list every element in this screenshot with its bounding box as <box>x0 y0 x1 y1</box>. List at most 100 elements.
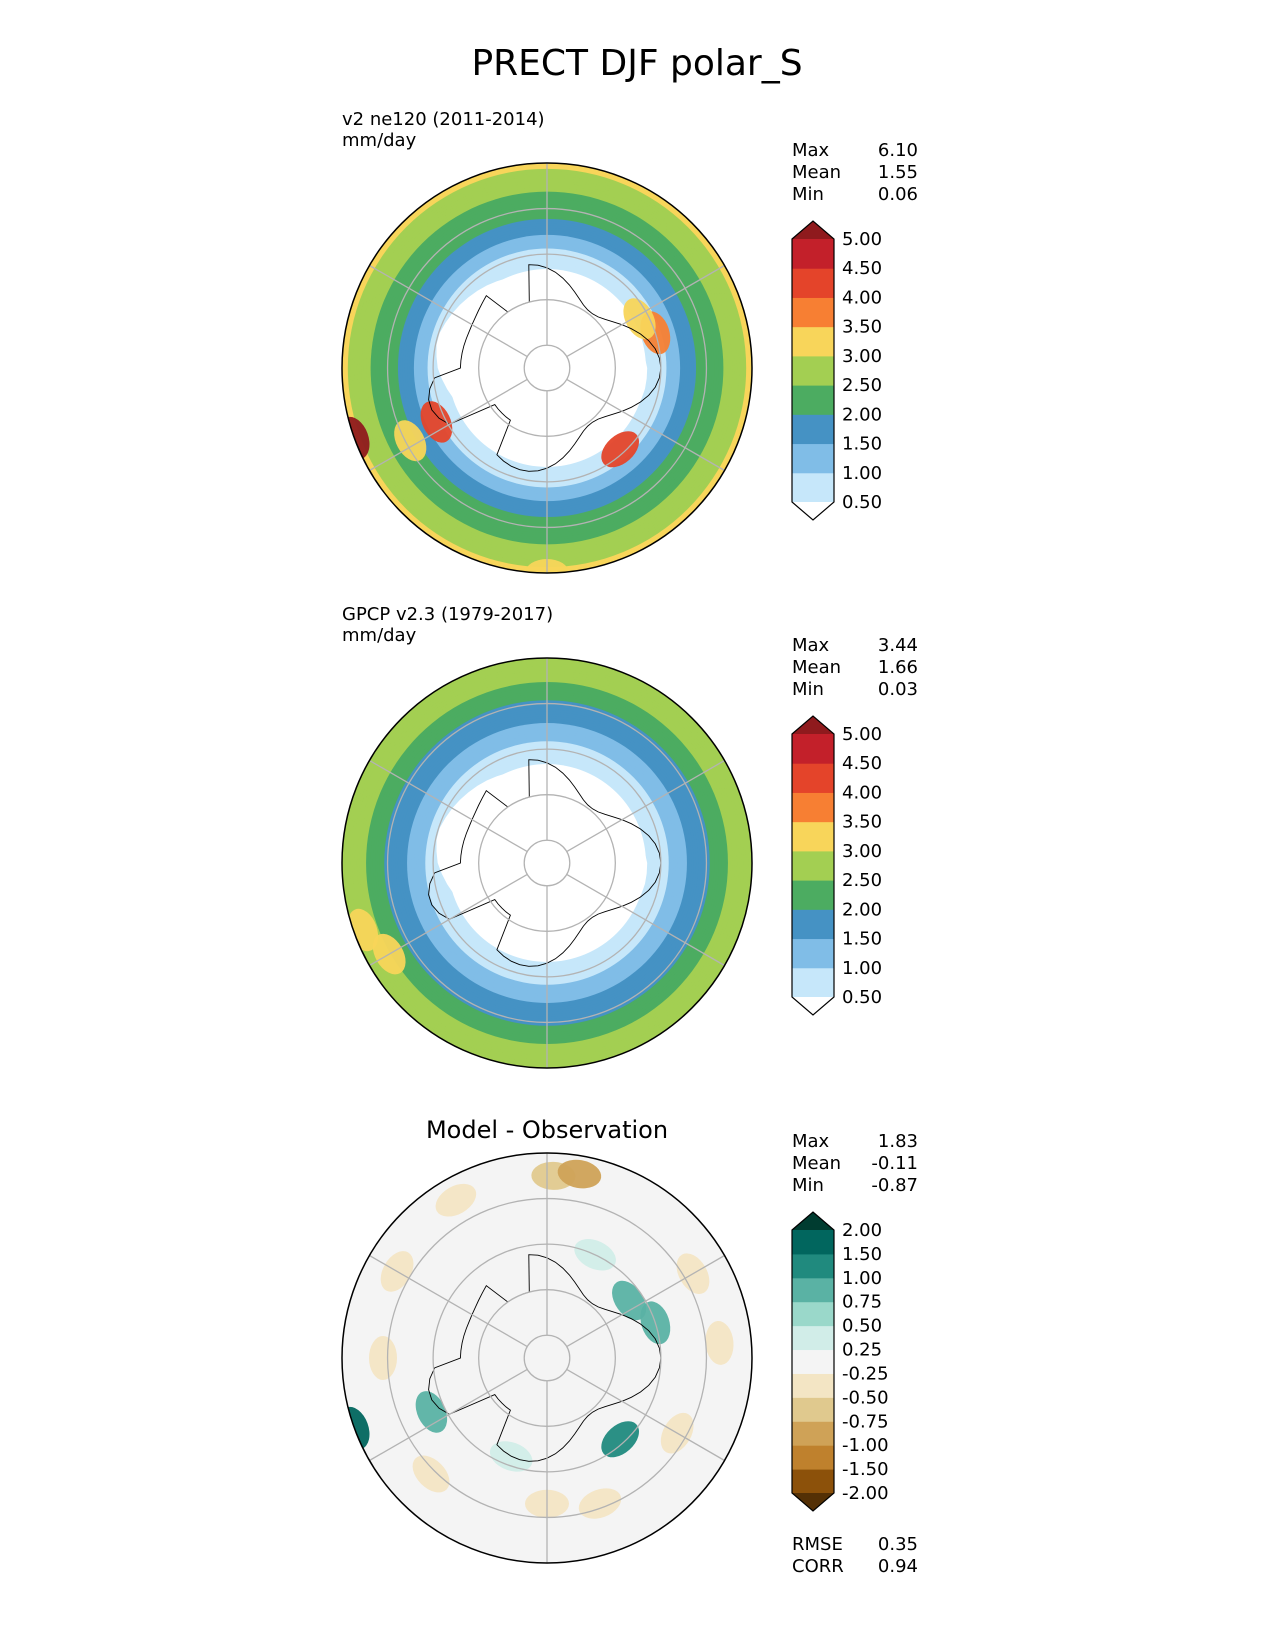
colorbar-tick-label: 1.00 <box>842 463 882 484</box>
colorbar-tick-label: 4.00 <box>842 782 882 803</box>
map-boundary <box>341 1152 753 1564</box>
map-panel-3: Model - Observation Max 1.83 Mean -0.11 Min -0… <box>341 1116 918 1577</box>
colorbar-segment <box>792 763 834 793</box>
colorbar-tick-label: 1.50 <box>842 929 882 950</box>
colorbar-segment <box>792 326 834 357</box>
field-spot <box>415 1391 448 1433</box>
map-boundary <box>341 162 753 574</box>
stat-value: 6.10 <box>878 140 918 161</box>
map-panel-2: GPCP v2.3 (1979-2017)mm/day Max 3.44 Mean 1.… <box>341 604 918 1069</box>
colorbar-tick-label: -1.00 <box>842 1435 889 1456</box>
meridian-line <box>566 378 725 472</box>
meridian-line <box>369 378 528 472</box>
panels: v2 ne120 (2011-2014)mm/day Max 6.10 Mean 1.5… <box>341 109 918 1577</box>
stat-value: 1.66 <box>878 657 918 678</box>
colorbar-outline <box>791 1211 835 1512</box>
field-spot <box>369 1336 397 1380</box>
colorbar-segment <box>792 1373 834 1398</box>
colorbar-tick-label: 2.00 <box>842 899 882 920</box>
meridian-line <box>566 873 725 967</box>
colorbar-segment <box>792 997 834 1015</box>
colorbar-segment <box>792 414 834 445</box>
stat-label: Min <box>792 1175 824 1196</box>
colorbar-segment <box>792 1230 834 1255</box>
colorbar-outline <box>791 715 835 1016</box>
colorbar-tick-label: 3.50 <box>842 317 882 338</box>
meridian-line <box>369 1254 528 1348</box>
colorbar-segment <box>792 1445 834 1470</box>
colorbar-tick-label: -0.75 <box>842 1411 889 1432</box>
stat-value: 0.03 <box>878 679 918 700</box>
colorbar-segment <box>792 850 834 881</box>
colorbar-segment <box>792 268 834 298</box>
colorbar-tick-label: 5.00 <box>842 724 882 745</box>
colorbar-tick-label: 2.00 <box>842 1220 882 1241</box>
colorbar-tick-label: 4.00 <box>842 287 882 308</box>
bottom-stat-label: CORR <box>792 1556 844 1577</box>
colorbar-tick-label: 4.50 <box>842 753 882 774</box>
colorbar-tick-label: 0.50 <box>842 987 882 1008</box>
meridian-line <box>369 873 528 967</box>
colorbar-tick-label: -2.00 <box>842 1483 889 1504</box>
colorbar-segment <box>792 1325 834 1351</box>
colorbar-outline <box>791 220 835 521</box>
stat-value: 1.55 <box>878 162 918 183</box>
colorbar-tick-label: 1.50 <box>842 434 882 455</box>
map-field <box>342 163 752 573</box>
field-spot <box>557 1159 602 1189</box>
colorbar-segment <box>792 1301 834 1327</box>
meridian-line <box>369 264 528 358</box>
colorbar-tick-label: 3.00 <box>842 346 882 367</box>
stat-label: Min <box>792 679 824 700</box>
colorbar-tick-label: 5.00 <box>842 229 882 250</box>
meridian-line <box>566 1368 725 1462</box>
stat-label: Mean <box>792 657 841 678</box>
field-spot <box>412 1455 450 1493</box>
colorbar-tick-label: -0.50 <box>842 1387 889 1408</box>
bottom-stat-value: 0.35 <box>878 1534 918 1555</box>
stat-label: Max <box>792 140 830 161</box>
meridian-line <box>369 759 528 853</box>
colorbar-segment <box>792 355 834 386</box>
stat-label: Min <box>792 184 824 205</box>
colorbar-segment <box>792 1421 834 1446</box>
colorbar-tick-label: 4.50 <box>842 258 882 279</box>
stat-label: Mean <box>792 162 841 183</box>
field-spot <box>525 559 569 573</box>
colorbar-segment <box>792 1253 834 1279</box>
colorbar-segment <box>792 239 834 269</box>
colorbar-tick-label: 0.25 <box>842 1340 882 1361</box>
field-spot <box>705 1320 734 1365</box>
colorbar-tick-label: 0.50 <box>842 1316 882 1337</box>
colorbar: -2.00 -1.50 -1.00 -0.75 -0.50 -0.250.25 0.50 0.… <box>791 1211 889 1512</box>
colorbar-segment <box>792 938 834 969</box>
colorbar-tick-label: 2.00 <box>842 404 882 425</box>
colorbar-segment <box>792 1349 834 1374</box>
colorbar-tick-label: 1.00 <box>842 1268 882 1289</box>
colorbar-tick-label: -1.50 <box>842 1459 889 1480</box>
meridian-line <box>566 264 725 358</box>
colorbar-segment <box>792 967 834 998</box>
colorbar-segment <box>792 1469 834 1494</box>
panel-units-label: mm/day <box>342 130 417 151</box>
colorbar-tick-label: 1.50 <box>842 1244 882 1265</box>
colorbar-segment <box>792 716 834 734</box>
field-band <box>543 1354 551 1362</box>
colorbar-segment <box>792 734 834 764</box>
colorbar-segment <box>792 909 834 940</box>
colorbar-segment <box>792 792 834 823</box>
colorbar: 0.50 1.00 1.50 2.00 2.50 3.00 3.50 4.00 4.50 5.00 <box>791 220 882 521</box>
figure-title: PRECT DJF polar_S <box>471 43 802 84</box>
stat-value: -0.11 <box>871 1153 918 1174</box>
map-field <box>342 1153 752 1563</box>
stat-value: 0.06 <box>878 184 918 205</box>
field-spot <box>601 431 640 468</box>
panel-name-label: v2 ne120 (2011-2014) <box>342 109 545 130</box>
colorbar-segment <box>792 443 834 474</box>
colorbar-segment <box>792 502 834 520</box>
stat-label: Max <box>792 635 830 656</box>
field-spot <box>601 1421 640 1458</box>
panel-name-label: GPCP v2.3 (1979-2017) <box>342 604 553 625</box>
stat-value: -0.87 <box>871 1175 918 1196</box>
